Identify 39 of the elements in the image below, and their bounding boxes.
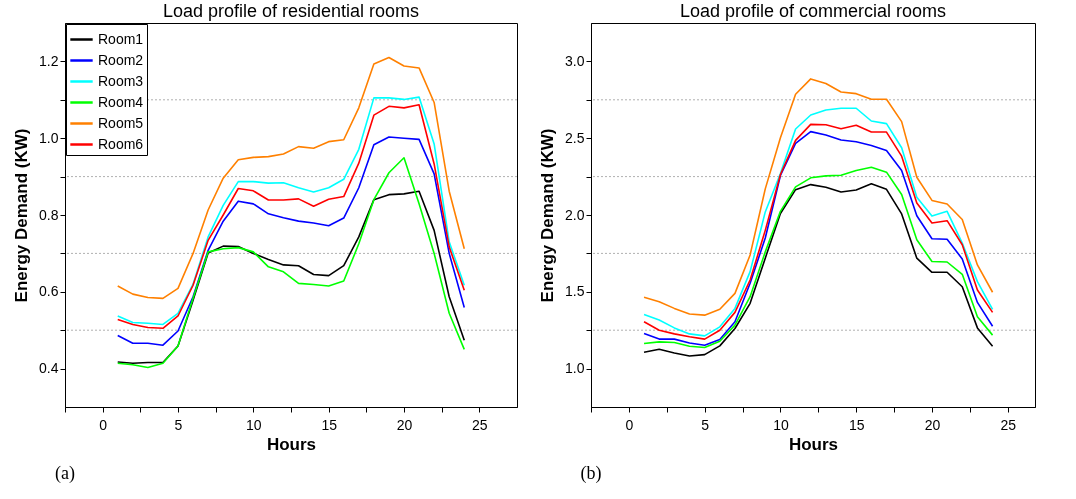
y-tick-label: 0.8 <box>39 206 59 223</box>
y-tick-label: 0.6 <box>39 283 59 300</box>
y-axis-title: Energy Demand (KW) <box>538 128 558 303</box>
y-tick-label: 1.0 <box>565 360 585 377</box>
x-tick-label: 5 <box>701 416 710 433</box>
x-tick-label: 25 <box>472 416 488 433</box>
y-tick-label: 2.0 <box>565 206 585 223</box>
chart-title: Load profile of commercial rooms <box>679 1 947 21</box>
x-tick-label: 25 <box>1000 416 1017 433</box>
y-tick-label: 3.0 <box>565 52 585 69</box>
legend-label: Room2 <box>98 51 144 68</box>
x-tick-label: 5 <box>174 416 183 433</box>
x-axis-title: Hours <box>788 434 839 454</box>
line-series <box>116 190 466 365</box>
x-axis-title: Hours <box>266 434 317 454</box>
y-tick-label: 0.4 <box>39 360 59 377</box>
legend-label: Room5 <box>98 114 144 131</box>
x-tick-label: 10 <box>246 416 262 433</box>
text: (a) <box>55 463 75 484</box>
legend-label: Room3 <box>98 72 144 89</box>
chart-title: Load profile of residential rooms <box>162 1 420 21</box>
line-series <box>116 156 466 369</box>
y-tick-label: 1.2 <box>39 52 59 69</box>
x-tick-label: 15 <box>321 416 338 433</box>
x-tick-label: 15 <box>848 416 865 433</box>
x-tick-label: 0 <box>99 416 108 433</box>
x-tick-label: 20 <box>396 416 413 433</box>
x-tick-label: 0 <box>625 416 634 433</box>
x-tick-label: 20 <box>924 416 941 433</box>
y-tick-label: 1.0 <box>39 129 59 146</box>
y-tick-label: 2.5 <box>565 129 585 146</box>
y-axis-title: Energy Demand (KW) <box>12 128 32 303</box>
y-tick-label: 1.5 <box>565 283 585 300</box>
text: (b) <box>580 463 602 484</box>
legend-label: Room6 <box>98 135 144 152</box>
legend-label: Room4 <box>98 93 144 110</box>
x-tick-label: 10 <box>773 416 789 433</box>
legend-label: Room1 <box>98 30 144 47</box>
line-series <box>643 78 994 316</box>
